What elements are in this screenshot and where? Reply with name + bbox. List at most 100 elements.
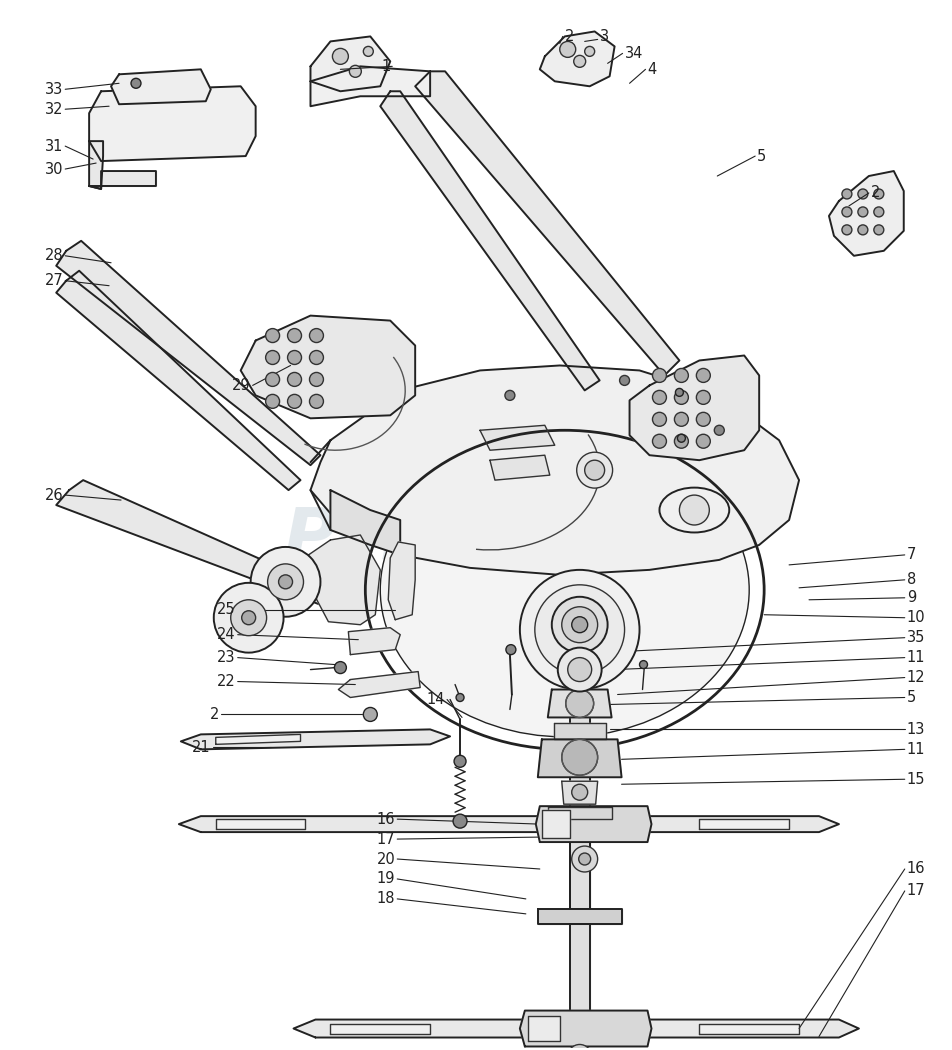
Circle shape — [250, 547, 321, 616]
Polygon shape — [388, 542, 415, 620]
Polygon shape — [241, 316, 415, 418]
Polygon shape — [181, 730, 450, 750]
Polygon shape — [310, 66, 430, 106]
Text: 30: 30 — [45, 162, 63, 176]
Circle shape — [842, 225, 852, 235]
Polygon shape — [829, 171, 903, 256]
Circle shape — [506, 645, 516, 654]
Text: 23: 23 — [217, 650, 236, 665]
Text: 33: 33 — [45, 82, 63, 97]
Circle shape — [266, 373, 280, 386]
Text: 22: 22 — [217, 674, 236, 689]
Text: 32: 32 — [45, 102, 63, 117]
Text: 13: 13 — [906, 722, 925, 737]
Text: 27: 27 — [45, 273, 63, 288]
Polygon shape — [89, 171, 156, 189]
Circle shape — [266, 395, 280, 408]
Polygon shape — [415, 71, 680, 376]
Circle shape — [288, 329, 302, 342]
Circle shape — [696, 369, 710, 382]
Polygon shape — [629, 356, 759, 460]
Circle shape — [577, 453, 612, 488]
Circle shape — [674, 435, 688, 448]
Text: 16: 16 — [906, 861, 925, 877]
Polygon shape — [310, 37, 390, 91]
Circle shape — [309, 329, 324, 342]
Circle shape — [558, 648, 602, 692]
Text: 1: 1 — [381, 59, 390, 74]
Polygon shape — [700, 819, 789, 830]
Text: 35: 35 — [906, 630, 925, 645]
Text: 3: 3 — [600, 29, 608, 44]
Text: 12: 12 — [906, 670, 925, 685]
Circle shape — [309, 351, 324, 364]
Polygon shape — [700, 1024, 799, 1033]
Circle shape — [674, 413, 688, 426]
Circle shape — [266, 329, 280, 342]
Text: 15: 15 — [906, 772, 925, 786]
Polygon shape — [480, 425, 555, 450]
Text: 5: 5 — [906, 690, 916, 705]
Polygon shape — [56, 271, 301, 490]
Text: 17: 17 — [906, 883, 925, 899]
Text: 31: 31 — [45, 139, 63, 153]
Circle shape — [520, 570, 640, 690]
Circle shape — [678, 435, 685, 442]
Circle shape — [640, 660, 647, 669]
Polygon shape — [330, 490, 400, 554]
Circle shape — [680, 496, 709, 525]
Text: 8: 8 — [906, 572, 916, 587]
Text: PartsTree: PartsTree — [284, 505, 668, 574]
Polygon shape — [591, 1020, 859, 1037]
Circle shape — [714, 425, 724, 436]
Circle shape — [652, 413, 666, 426]
Ellipse shape — [660, 487, 729, 532]
Polygon shape — [536, 806, 651, 842]
Circle shape — [674, 369, 688, 382]
Circle shape — [842, 189, 852, 198]
Text: 11: 11 — [906, 650, 925, 665]
Text: 10: 10 — [906, 610, 925, 625]
Circle shape — [309, 395, 324, 408]
Polygon shape — [89, 141, 103, 189]
Polygon shape — [293, 1020, 567, 1037]
Circle shape — [242, 611, 256, 625]
Circle shape — [288, 395, 302, 408]
Polygon shape — [547, 807, 611, 819]
Text: 2: 2 — [565, 29, 574, 44]
Text: 19: 19 — [377, 872, 395, 886]
Polygon shape — [348, 628, 400, 654]
Circle shape — [230, 600, 267, 635]
Circle shape — [675, 388, 684, 397]
Circle shape — [696, 435, 710, 448]
Circle shape — [214, 583, 284, 653]
Circle shape — [696, 413, 710, 426]
Circle shape — [456, 693, 464, 701]
Circle shape — [858, 207, 868, 217]
Text: 4: 4 — [647, 62, 657, 77]
Circle shape — [535, 585, 625, 674]
Circle shape — [620, 376, 629, 385]
Circle shape — [266, 351, 280, 364]
Text: 16: 16 — [377, 812, 395, 826]
Polygon shape — [338, 672, 420, 697]
Circle shape — [279, 574, 292, 589]
Circle shape — [572, 784, 587, 800]
Text: 17: 17 — [377, 832, 395, 846]
Circle shape — [574, 56, 585, 67]
Polygon shape — [310, 365, 799, 574]
Circle shape — [565, 690, 594, 717]
Text: 21: 21 — [192, 740, 210, 755]
Polygon shape — [542, 811, 569, 838]
Circle shape — [874, 225, 883, 235]
Circle shape — [874, 189, 883, 198]
Polygon shape — [490, 456, 550, 480]
Circle shape — [454, 755, 466, 768]
Circle shape — [268, 564, 304, 600]
Polygon shape — [216, 819, 306, 830]
Circle shape — [674, 391, 688, 404]
Polygon shape — [89, 86, 256, 161]
Text: 34: 34 — [625, 46, 643, 61]
Text: 26: 26 — [45, 487, 63, 503]
Polygon shape — [56, 240, 321, 465]
